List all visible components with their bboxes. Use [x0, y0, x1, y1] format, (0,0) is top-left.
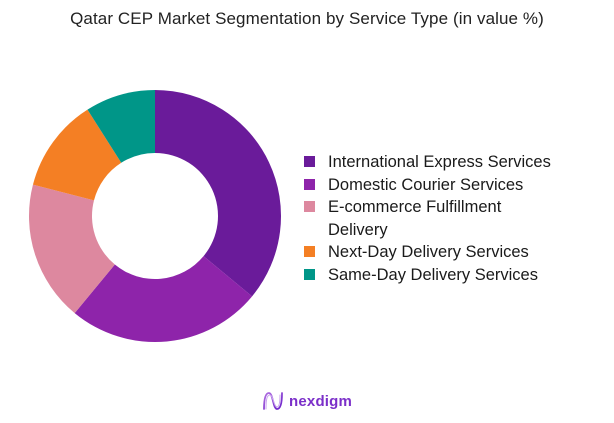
- donut-segment: [32, 109, 122, 201]
- legend-label: E-commerce Fulfillment Delivery: [328, 198, 502, 239]
- nexdigm-wave-icon: [263, 392, 283, 410]
- legend-item: Domestic Courier Services: [304, 174, 604, 197]
- legend-swatch: [304, 268, 315, 280]
- legend-label: Domestic Courier Services: [328, 175, 524, 194]
- legend-swatch: [304, 178, 315, 190]
- donut-segment: [155, 90, 282, 297]
- legend-item: Same-Day Delivery Services: [304, 264, 604, 287]
- legend-swatch: [304, 156, 315, 167]
- legend-label: Next-Day Delivery Services: [328, 243, 529, 261]
- legend-label: Same-Day Delivery Services: [328, 265, 538, 284]
- legend-swatch: [304, 246, 315, 257]
- legend-label: International Express Services: [328, 153, 551, 171]
- logo-text: nexdigm: [289, 392, 353, 410]
- nexdigm-logo: nexdigm: [262, 391, 352, 411]
- donut-segment: [87, 90, 155, 163]
- chart-legend: International Express Services Domestic …: [304, 151, 604, 286]
- legend-item: International Express Services: [304, 151, 604, 174]
- donut-segment: [74, 256, 253, 342]
- legend-item: Next-Day Delivery Services: [304, 241, 604, 264]
- chart-title: Qatar CEP Market Segmentation by Service…: [70, 9, 544, 28]
- legend-item: E-commerce Fulfillment Delivery: [304, 196, 604, 241]
- donut-segment: [29, 184, 115, 314]
- legend-swatch: [304, 201, 315, 212]
